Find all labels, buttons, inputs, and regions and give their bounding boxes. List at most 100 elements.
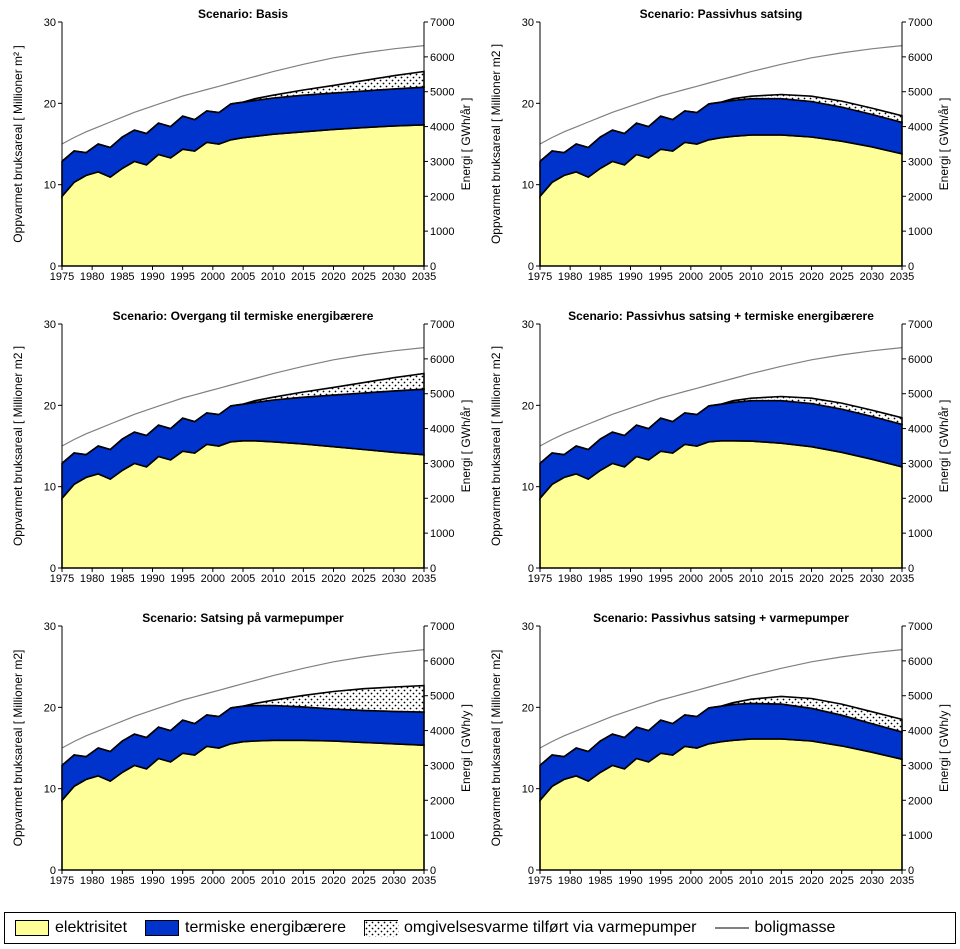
svg-text:1000: 1000 xyxy=(430,830,454,842)
svg-text:10: 10 xyxy=(44,180,56,192)
svg-text:1975: 1975 xyxy=(528,875,552,887)
svg-text:7000: 7000 xyxy=(430,17,454,29)
right-axis-label: Energi [ GWh/år ] xyxy=(937,400,951,493)
svg-text:2015: 2015 xyxy=(291,875,315,887)
svg-text:2005: 2005 xyxy=(709,875,733,887)
svg-text:2005: 2005 xyxy=(231,573,255,585)
svg-text:1980: 1980 xyxy=(558,875,582,887)
svg-text:1980: 1980 xyxy=(558,271,582,283)
svg-text:30: 30 xyxy=(522,319,534,331)
legend-item-boligmasse: boligmasse xyxy=(715,919,836,937)
svg-text:2000: 2000 xyxy=(430,493,454,505)
svg-text:2035: 2035 xyxy=(890,573,914,585)
svg-text:1975: 1975 xyxy=(50,875,74,887)
svg-text:2035: 2035 xyxy=(412,271,436,283)
svg-text:1975: 1975 xyxy=(528,271,552,283)
svg-text:1985: 1985 xyxy=(588,573,612,585)
svg-text:1990: 1990 xyxy=(618,271,642,283)
svg-text:2030: 2030 xyxy=(382,573,406,585)
svg-text:1990: 1990 xyxy=(618,875,642,887)
svg-text:10: 10 xyxy=(44,784,56,796)
left-axis-label: Oppvarmet bruksareal [ Millioner m2 ] xyxy=(489,44,503,244)
svg-text:20: 20 xyxy=(44,400,56,412)
legend-swatch-boligmasse xyxy=(715,927,749,929)
svg-text:1995: 1995 xyxy=(170,573,194,585)
svg-text:2030: 2030 xyxy=(382,875,406,887)
svg-text:1985: 1985 xyxy=(588,875,612,887)
svg-text:2020: 2020 xyxy=(321,271,345,283)
svg-text:2025: 2025 xyxy=(351,875,375,887)
svg-text:3000: 3000 xyxy=(908,156,932,168)
svg-text:6000: 6000 xyxy=(908,52,932,64)
svg-text:2010: 2010 xyxy=(739,573,763,585)
panel-passivhus: Scenario: Passivhus satsing 010203001000… xyxy=(482,4,958,304)
svg-text:2010: 2010 xyxy=(261,875,285,887)
svg-text:2030: 2030 xyxy=(860,573,884,585)
svg-text:2035: 2035 xyxy=(890,875,914,887)
legend-swatch-omgivelse xyxy=(364,920,398,936)
chart-title: Scenario: Passivhus satsing xyxy=(640,7,803,21)
svg-text:2020: 2020 xyxy=(799,875,823,887)
svg-text:20: 20 xyxy=(44,702,56,714)
svg-text:30: 30 xyxy=(44,17,56,29)
svg-text:4000: 4000 xyxy=(430,424,454,436)
svg-text:2000: 2000 xyxy=(908,493,932,505)
panel-varmepumper: Scenario: Satsing på varmepumper 0102030… xyxy=(4,608,480,908)
svg-text:1985: 1985 xyxy=(110,573,134,585)
svg-text:2025: 2025 xyxy=(829,875,853,887)
svg-text:1995: 1995 xyxy=(170,875,194,887)
svg-text:2000: 2000 xyxy=(430,191,454,203)
svg-text:2025: 2025 xyxy=(829,573,853,585)
svg-text:2000: 2000 xyxy=(430,795,454,807)
svg-text:1975: 1975 xyxy=(50,573,74,585)
svg-text:5000: 5000 xyxy=(908,691,932,703)
svg-text:4000: 4000 xyxy=(430,122,454,134)
svg-text:2000: 2000 xyxy=(679,573,703,585)
svg-text:6000: 6000 xyxy=(430,354,454,366)
svg-text:2005: 2005 xyxy=(231,271,255,283)
chart-basis: Scenario: Basis 010203001000200030004000… xyxy=(4,4,480,304)
chart-termiske: Scenario: Overgang til termiske energibæ… xyxy=(4,306,480,606)
svg-text:2020: 2020 xyxy=(321,875,345,887)
svg-text:1980: 1980 xyxy=(80,573,104,585)
chart-title: Scenario: Passivhus satsing + termiske e… xyxy=(568,309,874,323)
svg-text:3000: 3000 xyxy=(430,156,454,168)
panel-basis: Scenario: Basis 010203001000200030004000… xyxy=(4,4,480,304)
legend-swatch-elektrisitet xyxy=(15,920,49,936)
svg-text:6000: 6000 xyxy=(908,656,932,668)
svg-text:6000: 6000 xyxy=(430,52,454,64)
svg-text:1995: 1995 xyxy=(170,271,194,283)
svg-text:1000: 1000 xyxy=(908,226,932,238)
svg-text:5000: 5000 xyxy=(908,389,932,401)
legend-item-omgivelse: omgivelsesvarme tilført via varmepumper xyxy=(364,919,697,937)
svg-text:7000: 7000 xyxy=(430,621,454,633)
svg-text:4000: 4000 xyxy=(908,424,932,436)
svg-text:7000: 7000 xyxy=(908,621,932,633)
left-axis-label: Oppvarmet bruksareal [ Millioner m2 ] xyxy=(489,346,503,546)
svg-text:4000: 4000 xyxy=(908,726,932,738)
svg-text:1985: 1985 xyxy=(588,271,612,283)
left-axis-label: Oppvarmet bruksareal [ Millioner m2 ] xyxy=(11,346,25,546)
svg-text:20: 20 xyxy=(522,98,534,110)
svg-text:20: 20 xyxy=(44,98,56,110)
svg-text:7000: 7000 xyxy=(908,17,932,29)
svg-text:2025: 2025 xyxy=(351,271,375,283)
right-axis-label: Energi [ GWh/år ] xyxy=(459,400,473,493)
svg-text:2020: 2020 xyxy=(799,271,823,283)
svg-text:30: 30 xyxy=(44,319,56,331)
svg-text:4000: 4000 xyxy=(908,122,932,134)
svg-text:1975: 1975 xyxy=(50,271,74,283)
legend-item-termiske: termiske energibærere xyxy=(145,919,346,937)
svg-text:1990: 1990 xyxy=(140,271,164,283)
svg-text:2030: 2030 xyxy=(382,271,406,283)
svg-text:3000: 3000 xyxy=(908,760,932,772)
svg-text:30: 30 xyxy=(44,621,56,633)
legend-swatch-termiske xyxy=(145,920,179,936)
svg-text:1995: 1995 xyxy=(648,271,672,283)
panel-passivhus_varmepumper: Scenario: Passivhus satsing + varmepumpe… xyxy=(482,608,958,908)
svg-text:2000: 2000 xyxy=(679,875,703,887)
svg-text:5000: 5000 xyxy=(908,87,932,99)
svg-text:1985: 1985 xyxy=(110,875,134,887)
panel-passivhus_termiske: Scenario: Passivhus satsing + termiske e… xyxy=(482,306,958,606)
legend-label-termiske: termiske energibærere xyxy=(185,919,346,937)
